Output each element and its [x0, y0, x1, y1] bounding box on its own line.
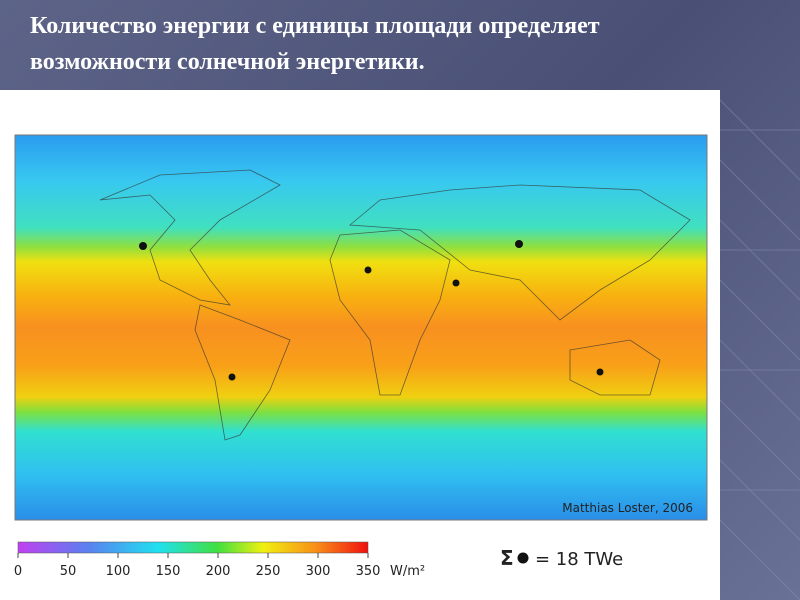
slide-title: Количество энергии с единицы площади опр…: [30, 8, 790, 80]
colorbar-tick-label: 250: [256, 564, 281, 579]
colorbar-tick-label: 0: [14, 564, 22, 579]
sum-symbol: Σ: [500, 546, 514, 570]
title-line: возможности солнечной энергетики.: [30, 49, 425, 75]
map-frame: [14, 134, 708, 521]
colorbar-tick-label: 300: [306, 564, 331, 579]
colorbar: [17, 541, 369, 554]
title-line: Количество энергии с единицы площади опр…: [30, 13, 600, 39]
map-panel: Matthias Loster, 2006 0 50 100 150 200 250 300…: [0, 90, 720, 600]
map-credit: Matthias Loster, 2006: [562, 501, 693, 515]
colorbar-tick-label: 50: [60, 564, 77, 579]
sum-marker: [517, 552, 529, 564]
site-markers: [139, 240, 604, 381]
colorbar-tick-label: 200: [206, 564, 231, 579]
coastlines: [99, 169, 691, 441]
sum-text: = 18 TWe: [535, 549, 623, 570]
colorbar-unit: W/m²: [390, 564, 425, 579]
colorbar-tick-label: 100: [106, 564, 131, 579]
colorbar-tick-label: 150: [156, 564, 181, 579]
colorbar-tick-label: 350: [356, 564, 381, 579]
